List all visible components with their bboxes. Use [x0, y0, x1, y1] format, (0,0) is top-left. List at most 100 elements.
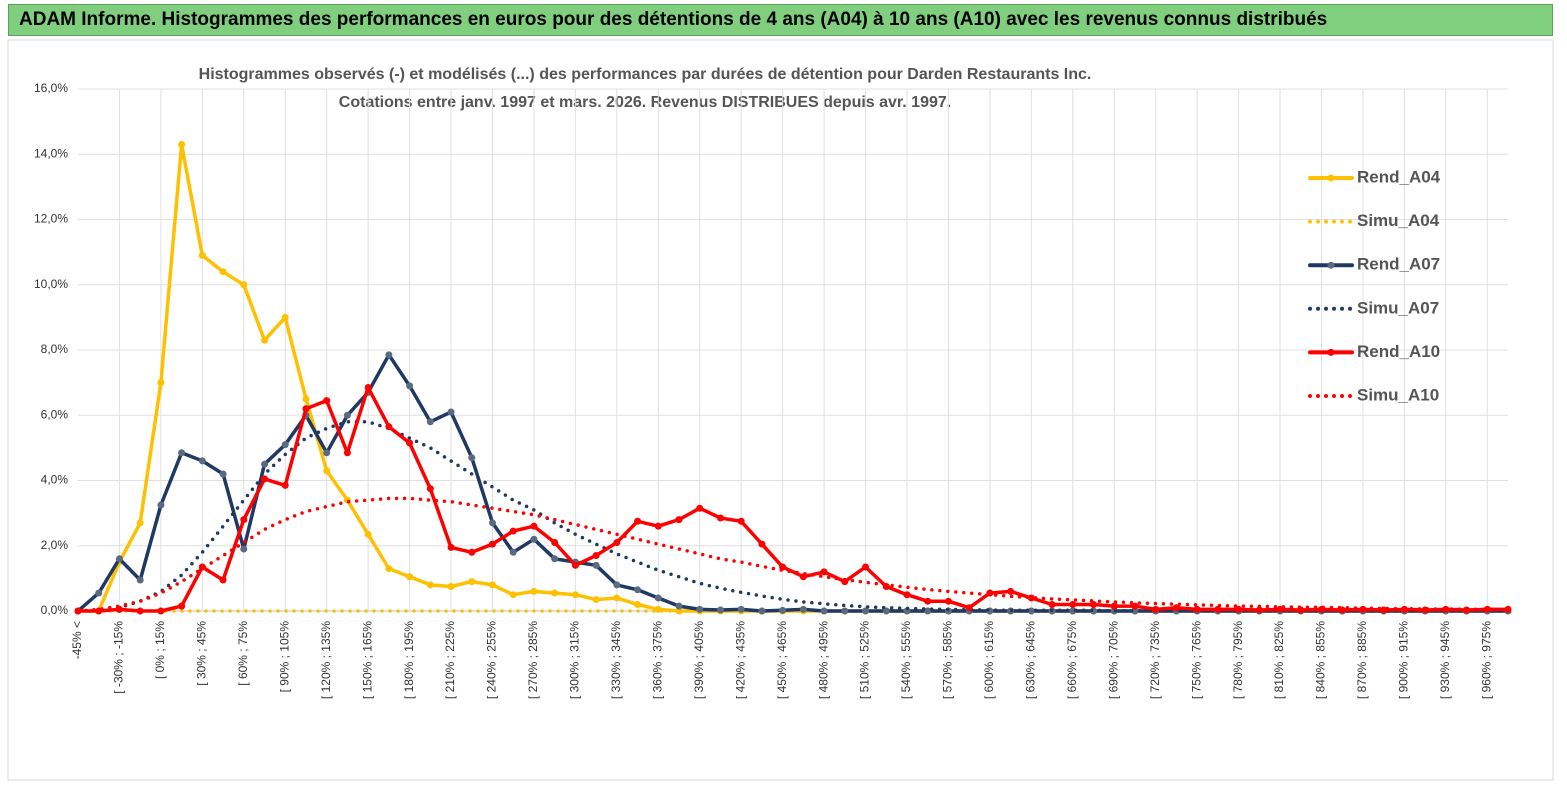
series-marker	[1152, 605, 1160, 613]
series-marker	[509, 591, 517, 599]
x-tick-label: [ 960% ; 975%	[1479, 621, 1493, 699]
series-marker	[426, 581, 434, 589]
series-marker	[924, 607, 932, 615]
series-marker	[799, 605, 807, 613]
x-tick-label: [ 120% ; 135%	[319, 621, 333, 699]
series-marker	[1110, 602, 1118, 610]
series-marker	[613, 538, 621, 546]
x-tick-label: [ 150% ; 165%	[360, 621, 374, 699]
series-marker	[613, 594, 621, 602]
series-marker	[592, 561, 600, 569]
series-marker	[343, 449, 351, 457]
y-tick-label: 8,0%	[41, 342, 69, 356]
series-marker	[716, 514, 724, 522]
x-tick-label: -45% <	[70, 621, 84, 659]
chart-title: Histogrammes observés (-) et modélisés (…	[199, 66, 1092, 83]
series-marker	[198, 251, 206, 259]
series-marker	[903, 591, 911, 599]
series-marker	[261, 475, 269, 483]
series-marker	[1380, 606, 1388, 614]
series-marker	[675, 516, 683, 524]
series-marker	[136, 576, 144, 584]
series-line	[76, 385, 1510, 613]
series-marker	[364, 384, 372, 392]
x-tick-label: [ 210% ; 225%	[443, 621, 457, 699]
series-marker	[509, 548, 517, 556]
series-marker	[178, 449, 186, 457]
x-tick-label: [ 840% ; 855%	[1314, 621, 1328, 699]
y-tick-label: 2,0%	[41, 538, 69, 552]
series-marker	[1027, 594, 1035, 602]
series-marker	[758, 540, 766, 548]
legend-label: Simu_A07	[1357, 298, 1439, 317]
series-marker	[385, 565, 393, 573]
series-marker	[571, 561, 579, 569]
series-marker	[862, 563, 870, 571]
legend-marker	[1327, 261, 1335, 269]
series-marker	[323, 397, 331, 405]
series-marker	[406, 439, 414, 447]
series-marker	[1172, 604, 1180, 612]
series-marker	[385, 423, 393, 431]
x-tick-label: [ 720% ; 735%	[1148, 621, 1162, 699]
legend-label: Simu_A10	[1357, 385, 1439, 404]
series-marker	[240, 516, 248, 524]
series-marker	[343, 411, 351, 419]
series-marker	[261, 336, 269, 344]
series-marker	[447, 408, 455, 416]
series-marker	[281, 313, 289, 321]
series-marker	[1483, 605, 1491, 613]
series-marker	[654, 594, 662, 602]
x-tick-label: [ 270% ; 285%	[526, 621, 540, 699]
series-marker	[965, 604, 973, 612]
series-marker	[530, 587, 538, 595]
legend-label: Rend_A10	[1357, 342, 1440, 361]
series-marker	[488, 581, 496, 589]
series-marker	[613, 581, 621, 589]
series-marker	[406, 573, 414, 581]
x-tick-label: [ 780% ; 795%	[1231, 621, 1245, 699]
series-marker	[634, 600, 642, 608]
x-tick-label: [ 810% ; 825%	[1272, 621, 1286, 699]
legend-marker	[1327, 348, 1335, 356]
series-marker	[592, 552, 600, 560]
series-marker	[406, 382, 414, 390]
series-marker	[634, 586, 642, 594]
x-tick-label: [ 30% ; 45%	[195, 621, 209, 686]
series-marker	[696, 504, 704, 512]
series-marker	[157, 607, 165, 615]
x-tick-label: [ 690% ; 705%	[1106, 621, 1120, 699]
y-tick-label: 14,0%	[34, 146, 68, 160]
series-marker	[157, 501, 165, 509]
series-marker	[841, 607, 849, 615]
series-marker	[1027, 607, 1035, 615]
series-marker	[551, 555, 559, 563]
series-marker	[302, 405, 310, 413]
series-marker	[198, 457, 206, 465]
series-marker	[323, 467, 331, 475]
series-marker	[281, 441, 289, 449]
series-marker	[758, 607, 766, 615]
x-tick-label: [ 90% ; 105%	[277, 621, 291, 693]
series-marker	[219, 268, 227, 276]
y-tick-label: 10,0%	[34, 277, 68, 291]
series-marker	[737, 605, 745, 613]
series-marker	[157, 379, 165, 387]
x-tick-label: [ 60% ; 75%	[236, 621, 250, 686]
series-marker	[1007, 587, 1015, 595]
series-marker	[136, 519, 144, 527]
series-line	[76, 142, 1510, 613]
x-tick-label: [ 420% ; 435%	[733, 621, 747, 699]
series-marker	[1131, 607, 1139, 615]
x-tick-label: [ 360% ; 375%	[650, 621, 664, 699]
series-marker	[862, 607, 870, 615]
series-marker	[426, 485, 434, 493]
x-tick-label: [ 330% ; 345%	[609, 621, 623, 699]
series-marker	[385, 351, 393, 359]
series-marker	[1069, 600, 1077, 608]
series-marker	[820, 568, 828, 576]
legend-marker	[1327, 174, 1335, 182]
series-marker	[468, 578, 476, 586]
y-tick-label: 4,0%	[41, 473, 69, 487]
series-marker	[944, 597, 952, 605]
